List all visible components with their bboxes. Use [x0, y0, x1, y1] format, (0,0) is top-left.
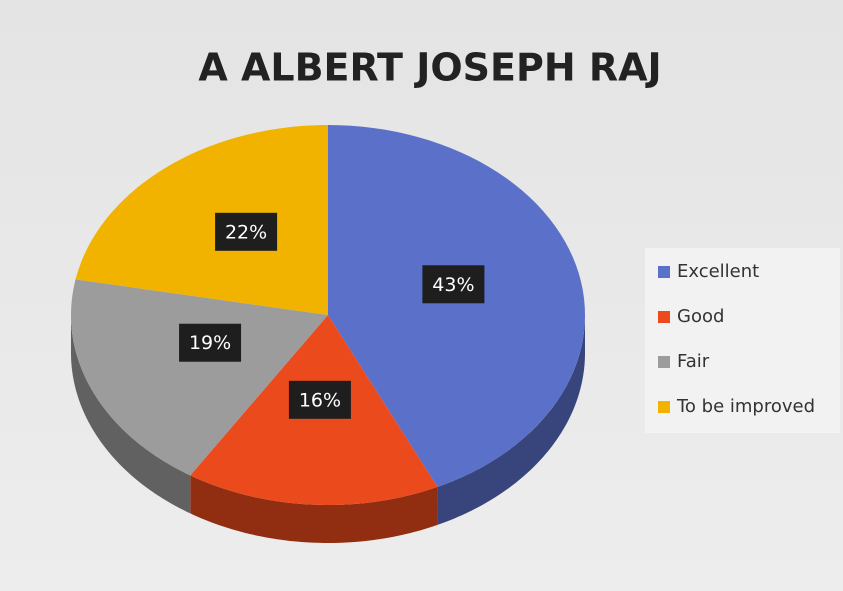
legend-label: Good	[677, 306, 724, 327]
legend-label: Fair	[677, 351, 710, 372]
legend-swatch	[658, 401, 670, 413]
label-box	[422, 265, 485, 304]
chart-title: A ALBERT JOSEPH RAJ	[198, 46, 661, 90]
slice-side	[71, 315, 191, 514]
legend-box	[645, 248, 840, 433]
legend-label: To be improved	[676, 396, 815, 417]
slice	[75, 125, 328, 315]
slice	[71, 279, 328, 476]
data-label: 16%	[299, 389, 341, 411]
legend-label: Excellent	[677, 261, 759, 282]
data-label: 43%	[432, 274, 474, 296]
data-label: 22%	[225, 221, 267, 243]
slice	[328, 125, 585, 487]
legend: Excellent Good Fair To be improved	[645, 248, 840, 433]
legend-swatch	[658, 266, 670, 278]
slice-side	[190, 475, 438, 543]
slice-side	[437, 315, 585, 525]
data-label: 19%	[189, 332, 231, 354]
pie: 43% 16% 19% 22%	[71, 125, 585, 543]
label-box	[215, 212, 278, 251]
label-box	[179, 323, 242, 362]
legend-swatch	[658, 311, 670, 323]
label-box	[288, 380, 351, 419]
legend-swatch	[658, 356, 670, 368]
